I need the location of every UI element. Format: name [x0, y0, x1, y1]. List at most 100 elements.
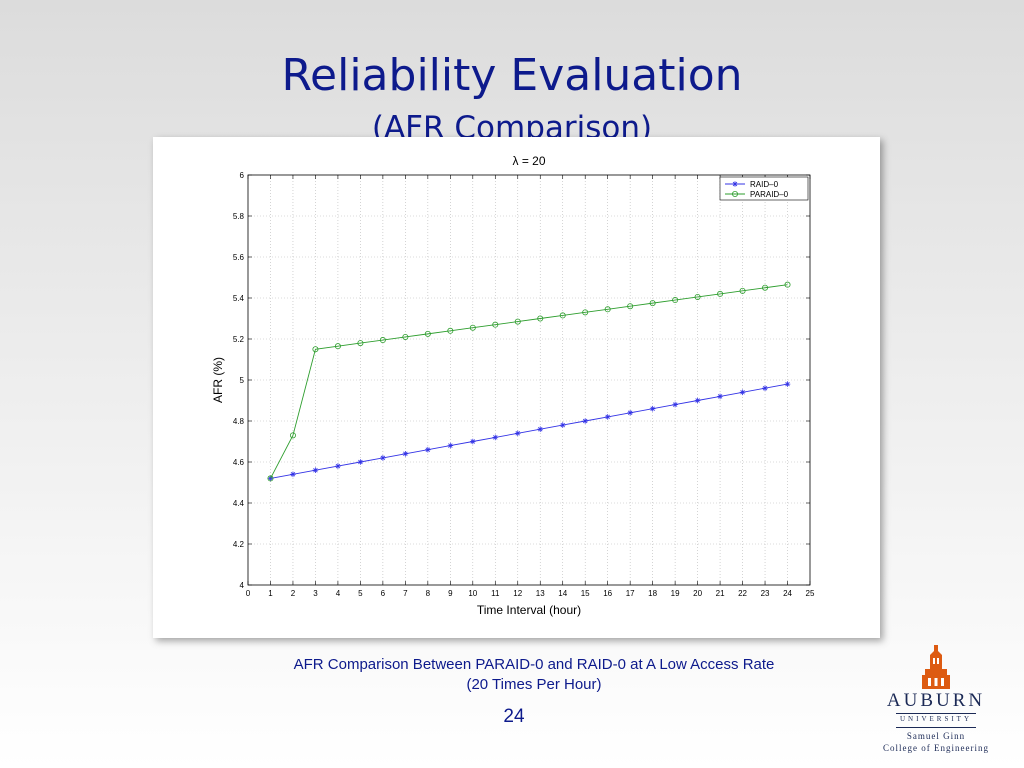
data-point: [672, 401, 678, 408]
data-point: [784, 381, 791, 387]
data-point: [312, 346, 319, 353]
tick-labels: 0 1 2 3 4 5 6 7 8 9 10 11 12 13 14 15 16 17 18 19 20 21 22 23 24…: [233, 171, 815, 598]
data-point: [402, 333, 409, 340]
data-point: [289, 432, 296, 439]
data-point: [559, 312, 566, 319]
data-point: [447, 327, 454, 334]
data-point: [582, 309, 589, 316]
caption-line-1: AFR Comparison Between PARAID-0 and RAID…: [293, 656, 775, 673]
chart-title: λ = 20: [512, 154, 545, 168]
chart-figure: 0 1 2 3 4 5 6 7 8 9 10 11 12 13 14 15 16 17 18 19 20 21 22 23 24…: [153, 137, 880, 638]
y-tick-label: 5.4: [233, 294, 245, 303]
data-point: [694, 397, 701, 404]
data-point: [604, 306, 611, 313]
data-point: [334, 343, 341, 350]
y-tick-label: 4.8: [233, 417, 245, 426]
data-point: [402, 451, 409, 457]
y-tick-label: 4.2: [233, 540, 245, 549]
y-tick-label: 4.4: [233, 499, 245, 508]
data-point: [649, 300, 656, 307]
data-point: [514, 430, 521, 437]
data-point: [424, 330, 431, 337]
y-tick-label: 5.2: [233, 335, 245, 344]
logo-divider: [896, 713, 976, 714]
x-tick-label: 11: [491, 589, 500, 598]
data-point: [470, 438, 476, 445]
slide-title: Reliability Evaluation: [281, 50, 743, 101]
axes-box: [247, 174, 811, 586]
y-tick-label: 4: [240, 581, 245, 590]
grid-lines: [247, 174, 811, 586]
afr-line-chart: 0 1 2 3 4 5 6 7 8 9 10 11 12 13 14 15 16 17 18 19 20 21 22 23 24…: [211, 154, 815, 617]
logo-divider: [896, 727, 976, 728]
y-tick-label: 5: [240, 376, 245, 385]
data-point: [492, 321, 499, 328]
x-tick-label: 19: [671, 589, 680, 598]
y-tick-label: 5.8: [233, 212, 245, 221]
data-point: [267, 475, 274, 482]
data-point: [672, 297, 679, 304]
logo-name: AUBURN: [886, 690, 986, 711]
x-tick-label: 15: [581, 589, 590, 598]
data-point: [537, 315, 544, 322]
x-tick-label: 8: [426, 589, 431, 598]
logo-college-line-2: College of Engineering: [883, 743, 989, 753]
x-tick-label: 0: [246, 589, 251, 598]
x-tick-label: 12: [513, 589, 522, 598]
data-point: [717, 393, 723, 400]
x-axis-label: Time Interval (hour): [477, 603, 581, 617]
data-point: [739, 389, 746, 396]
x-tick-label: 1: [268, 589, 273, 598]
data-point: [784, 281, 791, 288]
x-tick-label: 9: [448, 589, 453, 598]
x-tick-label: 23: [761, 589, 770, 598]
y-tick-label: 5.6: [233, 253, 245, 262]
legend-item: PARAID–0: [725, 190, 789, 199]
series-lines: [267, 281, 791, 482]
x-tick-label: 2: [291, 589, 296, 598]
data-point: [379, 337, 386, 344]
data-point: [469, 324, 476, 331]
figure-caption: AFR Comparison Between PARAID-0 and RAID…: [200, 655, 868, 695]
data-point: [717, 290, 724, 297]
x-tick-label: 13: [536, 589, 545, 598]
data-point: [357, 459, 364, 465]
series-raid-0: [267, 381, 791, 482]
data-point: [627, 303, 634, 310]
data-point: [357, 340, 364, 347]
x-tick-label: 14: [558, 589, 567, 598]
data-point: [582, 418, 588, 424]
data-point: [694, 293, 701, 300]
x-tick-label: 18: [648, 589, 657, 598]
x-tick-label: 4: [336, 589, 341, 598]
data-point: [425, 446, 431, 453]
logo-university: UNIVERSITY: [900, 715, 972, 723]
data-point: [492, 434, 499, 441]
auburn-logo: AUBURN UNIVERSITY Samuel Ginn College of…: [866, 645, 1006, 760]
data-point: [312, 467, 319, 473]
data-point: [627, 410, 633, 416]
series-paraid-0: [267, 281, 791, 482]
page-number: 24: [503, 706, 525, 727]
data-point: [604, 414, 611, 420]
series-line: [270, 284, 788, 479]
x-tick-label: 16: [603, 589, 612, 598]
x-tick-label: 3: [313, 589, 318, 598]
caption-line-2: (20 Times Per Hour): [466, 676, 602, 693]
x-tick-label: 7: [403, 589, 408, 598]
y-axis-label: AFR (%): [211, 357, 225, 403]
x-tick-label: 6: [381, 589, 386, 598]
data-point: [335, 463, 341, 469]
data-point: [537, 426, 544, 432]
legend-item: RAID–0: [725, 180, 779, 189]
y-tick-label: 6: [240, 171, 245, 180]
legend-label: RAID–0: [750, 180, 779, 189]
data-point: [290, 471, 296, 478]
y-tick-label: 4.6: [233, 458, 245, 467]
data-point: [762, 284, 769, 291]
data-point: [739, 287, 746, 294]
x-tick-label: 21: [716, 589, 725, 598]
data-point: [380, 455, 386, 461]
x-tick-label: 24: [783, 589, 792, 598]
